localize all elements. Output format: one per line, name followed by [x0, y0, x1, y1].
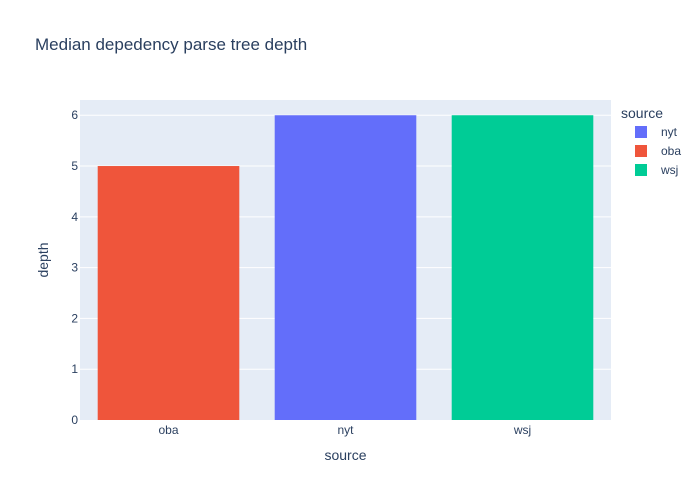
y-tick-label: 1 — [71, 362, 78, 376]
y-tick-label: 5 — [71, 159, 78, 173]
legend-swatch — [635, 126, 647, 138]
legend-item-nyt[interactable]: nyt — [635, 125, 678, 139]
legend-swatch — [635, 164, 647, 176]
y-tick-label: 4 — [71, 210, 78, 224]
x-tick-label: oba — [158, 423, 178, 437]
legend-label: wsj — [660, 163, 678, 177]
legend-swatch — [635, 145, 647, 157]
legend-label: nyt — [661, 125, 678, 139]
y-axis-title: depth — [35, 242, 51, 277]
y-tick-label: 3 — [71, 261, 78, 275]
bars — [97, 115, 594, 420]
legend[interactable]: source nyt oba wsj — [621, 105, 681, 177]
legend-item-oba[interactable]: oba — [635, 144, 681, 158]
x-tick-label: nyt — [337, 423, 354, 437]
x-tick-label: wsj — [513, 423, 531, 437]
chart-title: Median depedency parse tree depth — [35, 35, 307, 54]
x-axis-ticks: oba nyt wsj — [158, 423, 531, 437]
bar-nyt[interactable] — [274, 115, 417, 420]
bar-oba[interactable] — [97, 166, 240, 420]
legend-title: source — [621, 105, 663, 121]
legend-item-wsj[interactable]: wsj — [635, 163, 678, 177]
y-tick-label: 0 — [71, 413, 78, 427]
y-axis-ticks: 0 1 2 3 4 5 6 — [71, 108, 78, 427]
y-tick-label: 6 — [71, 108, 78, 122]
bar-wsj[interactable] — [451, 115, 594, 420]
x-axis-title: source — [324, 447, 366, 463]
legend-items[interactable]: nyt oba wsj — [635, 125, 681, 177]
y-tick-label: 2 — [71, 311, 78, 325]
legend-label: oba — [661, 144, 681, 158]
